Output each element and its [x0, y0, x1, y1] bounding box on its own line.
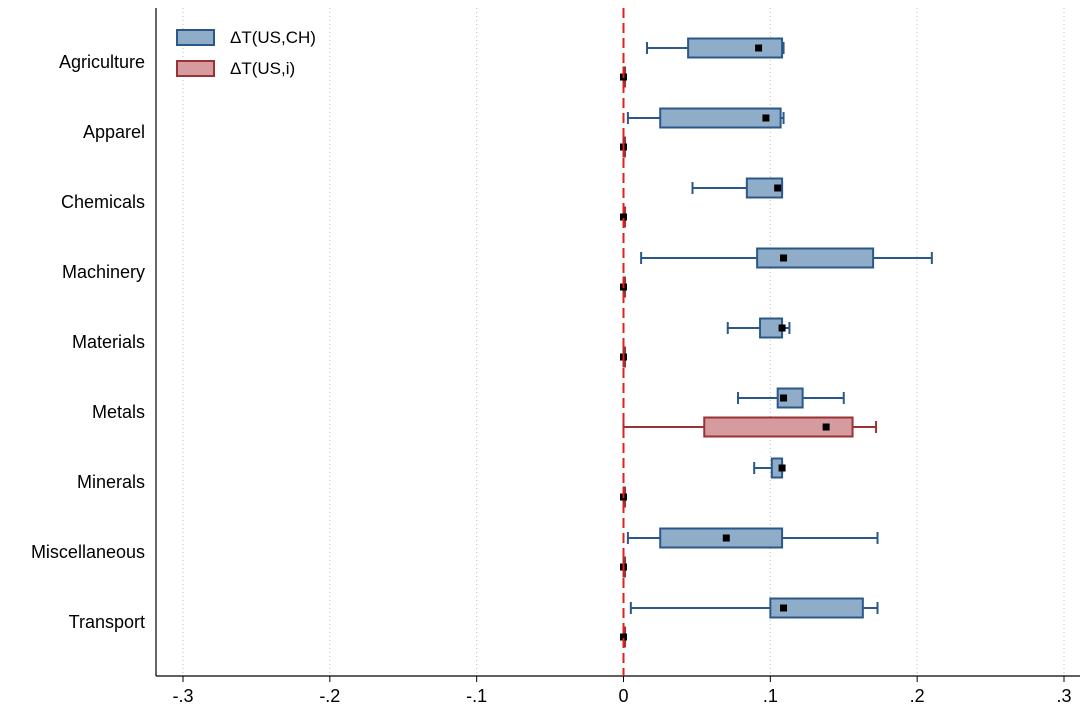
- x-tick-label: .1: [763, 686, 778, 706]
- x-tick-label: .2: [910, 686, 925, 706]
- box: [703, 416, 854, 438]
- box-plot-us-i: [622, 416, 878, 438]
- legend-label: ΔT(US,CH): [230, 28, 316, 47]
- category-label: Minerals: [77, 472, 145, 492]
- legend-label: ΔT(US,i): [230, 59, 295, 78]
- box-plot-us-ch: [629, 597, 879, 619]
- box-plot-us-ch: [640, 247, 933, 269]
- legend-swatch: [176, 29, 215, 46]
- box-plot-us-ch: [691, 177, 784, 199]
- category-label: Chemicals: [61, 192, 145, 212]
- legend: ΔT(US,CH) ΔT(US,i): [176, 28, 316, 78]
- category-label: Apparel: [83, 122, 145, 142]
- category-label: Machinery: [62, 262, 145, 282]
- box: [776, 387, 804, 409]
- median-marker: [780, 254, 788, 262]
- median-marker: [620, 213, 627, 221]
- x-tick-label: .3: [1056, 686, 1071, 706]
- median-marker: [780, 604, 788, 612]
- box: [659, 527, 784, 549]
- x-tick-label: -.2: [319, 686, 340, 706]
- box-plot-us-ch: [645, 37, 785, 59]
- median-marker: [822, 423, 830, 431]
- box: [659, 107, 782, 129]
- median-marker: [722, 534, 730, 542]
- box-plot-us-ch: [753, 457, 786, 479]
- box-plot-us-ch: [626, 107, 785, 129]
- median-marker: [620, 633, 627, 641]
- box: [687, 37, 784, 59]
- box: [756, 247, 875, 269]
- median-marker: [755, 44, 763, 52]
- category-label: Transport: [69, 612, 145, 632]
- median-marker: [778, 464, 786, 472]
- x-tick-label: 0: [618, 686, 628, 706]
- box-plot-us-ch: [726, 317, 791, 339]
- box-plot-us-ch: [626, 527, 879, 549]
- grid-lines: [182, 8, 1065, 676]
- box: [769, 597, 864, 619]
- category-label: Miscellaneous: [31, 542, 145, 562]
- category-label: Materials: [72, 332, 145, 352]
- box-plot-us-ch: [737, 387, 845, 409]
- axes: -.3 -.2 -.1 0 .1 .2 .3 Agriculture Apparel Chemic…: [31, 8, 1080, 706]
- median-marker: [778, 324, 786, 332]
- box-plots: [620, 37, 933, 648]
- x-tick-label: -.3: [172, 686, 193, 706]
- x-tick-label: -.1: [466, 686, 487, 706]
- median-marker: [762, 114, 770, 122]
- legend-swatch: [176, 60, 215, 77]
- median-marker: [774, 184, 782, 192]
- category-label: Agriculture: [59, 52, 145, 72]
- category-label: Metals: [92, 402, 145, 422]
- median-marker: [780, 394, 788, 402]
- box: [745, 177, 784, 199]
